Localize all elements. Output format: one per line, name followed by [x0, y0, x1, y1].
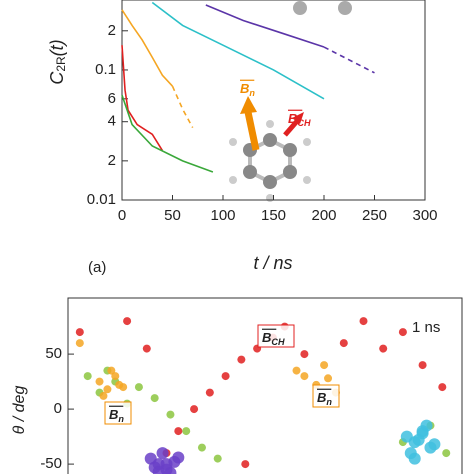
vector-sub: n: [249, 88, 255, 98]
vector-main: B: [288, 111, 297, 126]
point: [197, 443, 206, 452]
vector-label: Bn: [109, 407, 124, 424]
point: [320, 361, 329, 370]
y-tick-label: 0.1: [95, 61, 116, 78]
y-tick-label: 6: [108, 90, 116, 107]
y-label-main: C: [47, 71, 67, 85]
vector-sub: n: [118, 414, 124, 424]
point: [103, 385, 112, 394]
point: [134, 383, 143, 392]
point: [160, 458, 173, 471]
point: [300, 372, 309, 381]
y-tick-label: 4: [108, 113, 116, 130]
point: [300, 350, 309, 359]
vector-label: Bn: [240, 81, 255, 98]
point: [205, 388, 214, 397]
point: [359, 317, 368, 326]
y-tick-label: 2: [108, 22, 116, 39]
x-tick-label: 150: [261, 207, 286, 224]
vector-sub: CH: [297, 118, 311, 128]
y-tick-label: -50: [40, 455, 62, 472]
label-box: [104, 401, 132, 425]
point: [156, 447, 169, 460]
curve: [205, 4, 325, 48]
point: [438, 383, 447, 392]
vector-main: B: [317, 390, 326, 405]
point: [174, 427, 183, 436]
point: [418, 361, 427, 370]
point: [398, 328, 407, 337]
x-tick-label: 0: [118, 207, 126, 224]
point: [115, 380, 124, 389]
molecule: [229, 1, 352, 202]
vector-label: Bn: [317, 390, 332, 407]
point: [95, 377, 104, 386]
panel-label: (a): [88, 259, 106, 276]
point: [416, 427, 429, 440]
point: [152, 465, 165, 474]
point: [75, 339, 84, 348]
y-tick-label: 50: [45, 345, 62, 362]
y-tick-label: 0.01: [87, 191, 116, 208]
x-axis-label: t / ns: [253, 253, 292, 273]
point: [428, 438, 441, 451]
point: [99, 391, 108, 400]
vector-main: B: [262, 330, 271, 345]
curve: [121, 94, 214, 173]
point: [107, 366, 116, 375]
point: [190, 405, 199, 414]
y-tick-label: 2: [108, 152, 116, 169]
annotation: 1 ns: [412, 319, 440, 336]
point: [142, 344, 151, 353]
x-tick-label: 100: [210, 207, 235, 224]
point: [339, 339, 348, 348]
curve: [171, 85, 194, 129]
point: [292, 366, 301, 375]
point: [213, 454, 222, 463]
curve: [121, 45, 164, 151]
x-tick-label: 200: [311, 207, 336, 224]
vector-label: BCH: [262, 330, 285, 347]
curve: [121, 9, 174, 87]
label-box: [257, 324, 295, 348]
vector-sub: CH: [271, 337, 285, 347]
point: [123, 317, 132, 326]
label-box: [312, 384, 340, 408]
vector-sub: n: [326, 397, 332, 407]
vector-main: B: [109, 407, 118, 422]
vector-main: B: [240, 81, 249, 96]
point: [172, 451, 185, 464]
y-label-tail: (t): [47, 39, 67, 56]
curve: [151, 1, 325, 100]
point: [241, 460, 250, 469]
x-tick-label: 50: [164, 207, 181, 224]
point: [408, 452, 421, 465]
x-tick-label: 250: [362, 207, 387, 224]
y-tick-label: 0: [54, 400, 62, 417]
point: [324, 374, 333, 383]
y-axis-label: θ / deg: [11, 386, 28, 435]
y-axis-label: C2R(t): [47, 39, 68, 84]
point: [111, 372, 120, 381]
y-label-sub: 2R: [54, 56, 68, 72]
point: [182, 427, 191, 436]
point: [75, 328, 84, 337]
point: [442, 449, 451, 458]
curve: [323, 46, 375, 74]
plot-frame: [67, 297, 463, 474]
point: [166, 410, 175, 419]
point: [221, 372, 230, 381]
point: [379, 344, 388, 353]
x-tick-label: 300: [412, 207, 437, 224]
vector-label: BCH: [288, 111, 311, 128]
point: [83, 372, 92, 381]
point: [237, 355, 246, 364]
point: [150, 394, 159, 403]
